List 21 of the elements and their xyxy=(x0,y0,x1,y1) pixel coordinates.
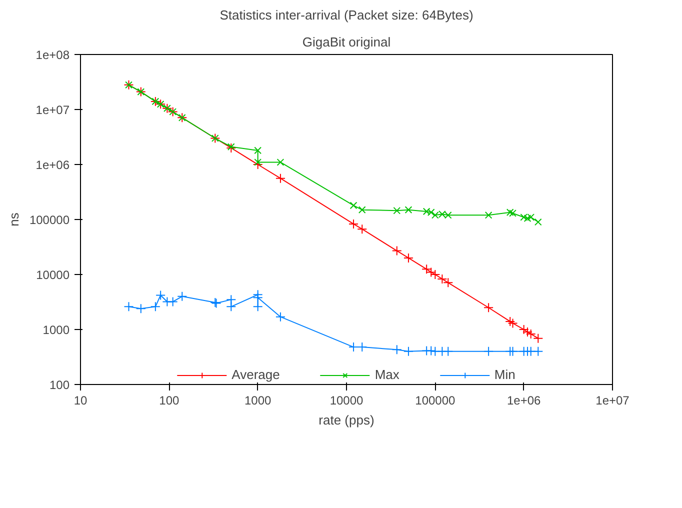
legend-label: Min xyxy=(494,367,516,382)
chart-title: Statistics inter-arrival (Packet size: 64Bytes) xyxy=(220,8,474,22)
chart-subtitle: GigaBit original xyxy=(302,34,391,50)
y-tick-label: 1000 xyxy=(42,323,70,337)
x-tick-label: 1000 xyxy=(244,394,272,408)
x-tick-label: 100000 xyxy=(415,394,456,408)
legend-label: Average xyxy=(232,367,280,382)
y-tick-label: 1e+08 xyxy=(36,48,70,62)
x-axis-title: rate (pps) xyxy=(318,412,374,428)
x-tick-label: 10 xyxy=(74,394,88,408)
y-tick-label: 100 xyxy=(49,378,70,392)
x-tick-label: 100 xyxy=(159,394,180,408)
x-tick-label: 1e+06 xyxy=(506,394,542,408)
y-tick-label: 1e+07 xyxy=(36,103,70,117)
y-tick-label: 10000 xyxy=(36,268,70,282)
legend-label: Max xyxy=(374,367,400,382)
y-tick-label: 1e+06 xyxy=(36,158,70,172)
x-tick-label: 1e+07 xyxy=(596,394,630,408)
y-axis-title: ns xyxy=(6,212,22,226)
y-tick-label: 100000 xyxy=(29,213,70,227)
x-tick-label: 10000 xyxy=(330,394,364,408)
